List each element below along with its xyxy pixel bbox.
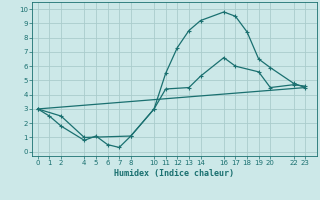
X-axis label: Humidex (Indice chaleur): Humidex (Indice chaleur) [115, 169, 234, 178]
